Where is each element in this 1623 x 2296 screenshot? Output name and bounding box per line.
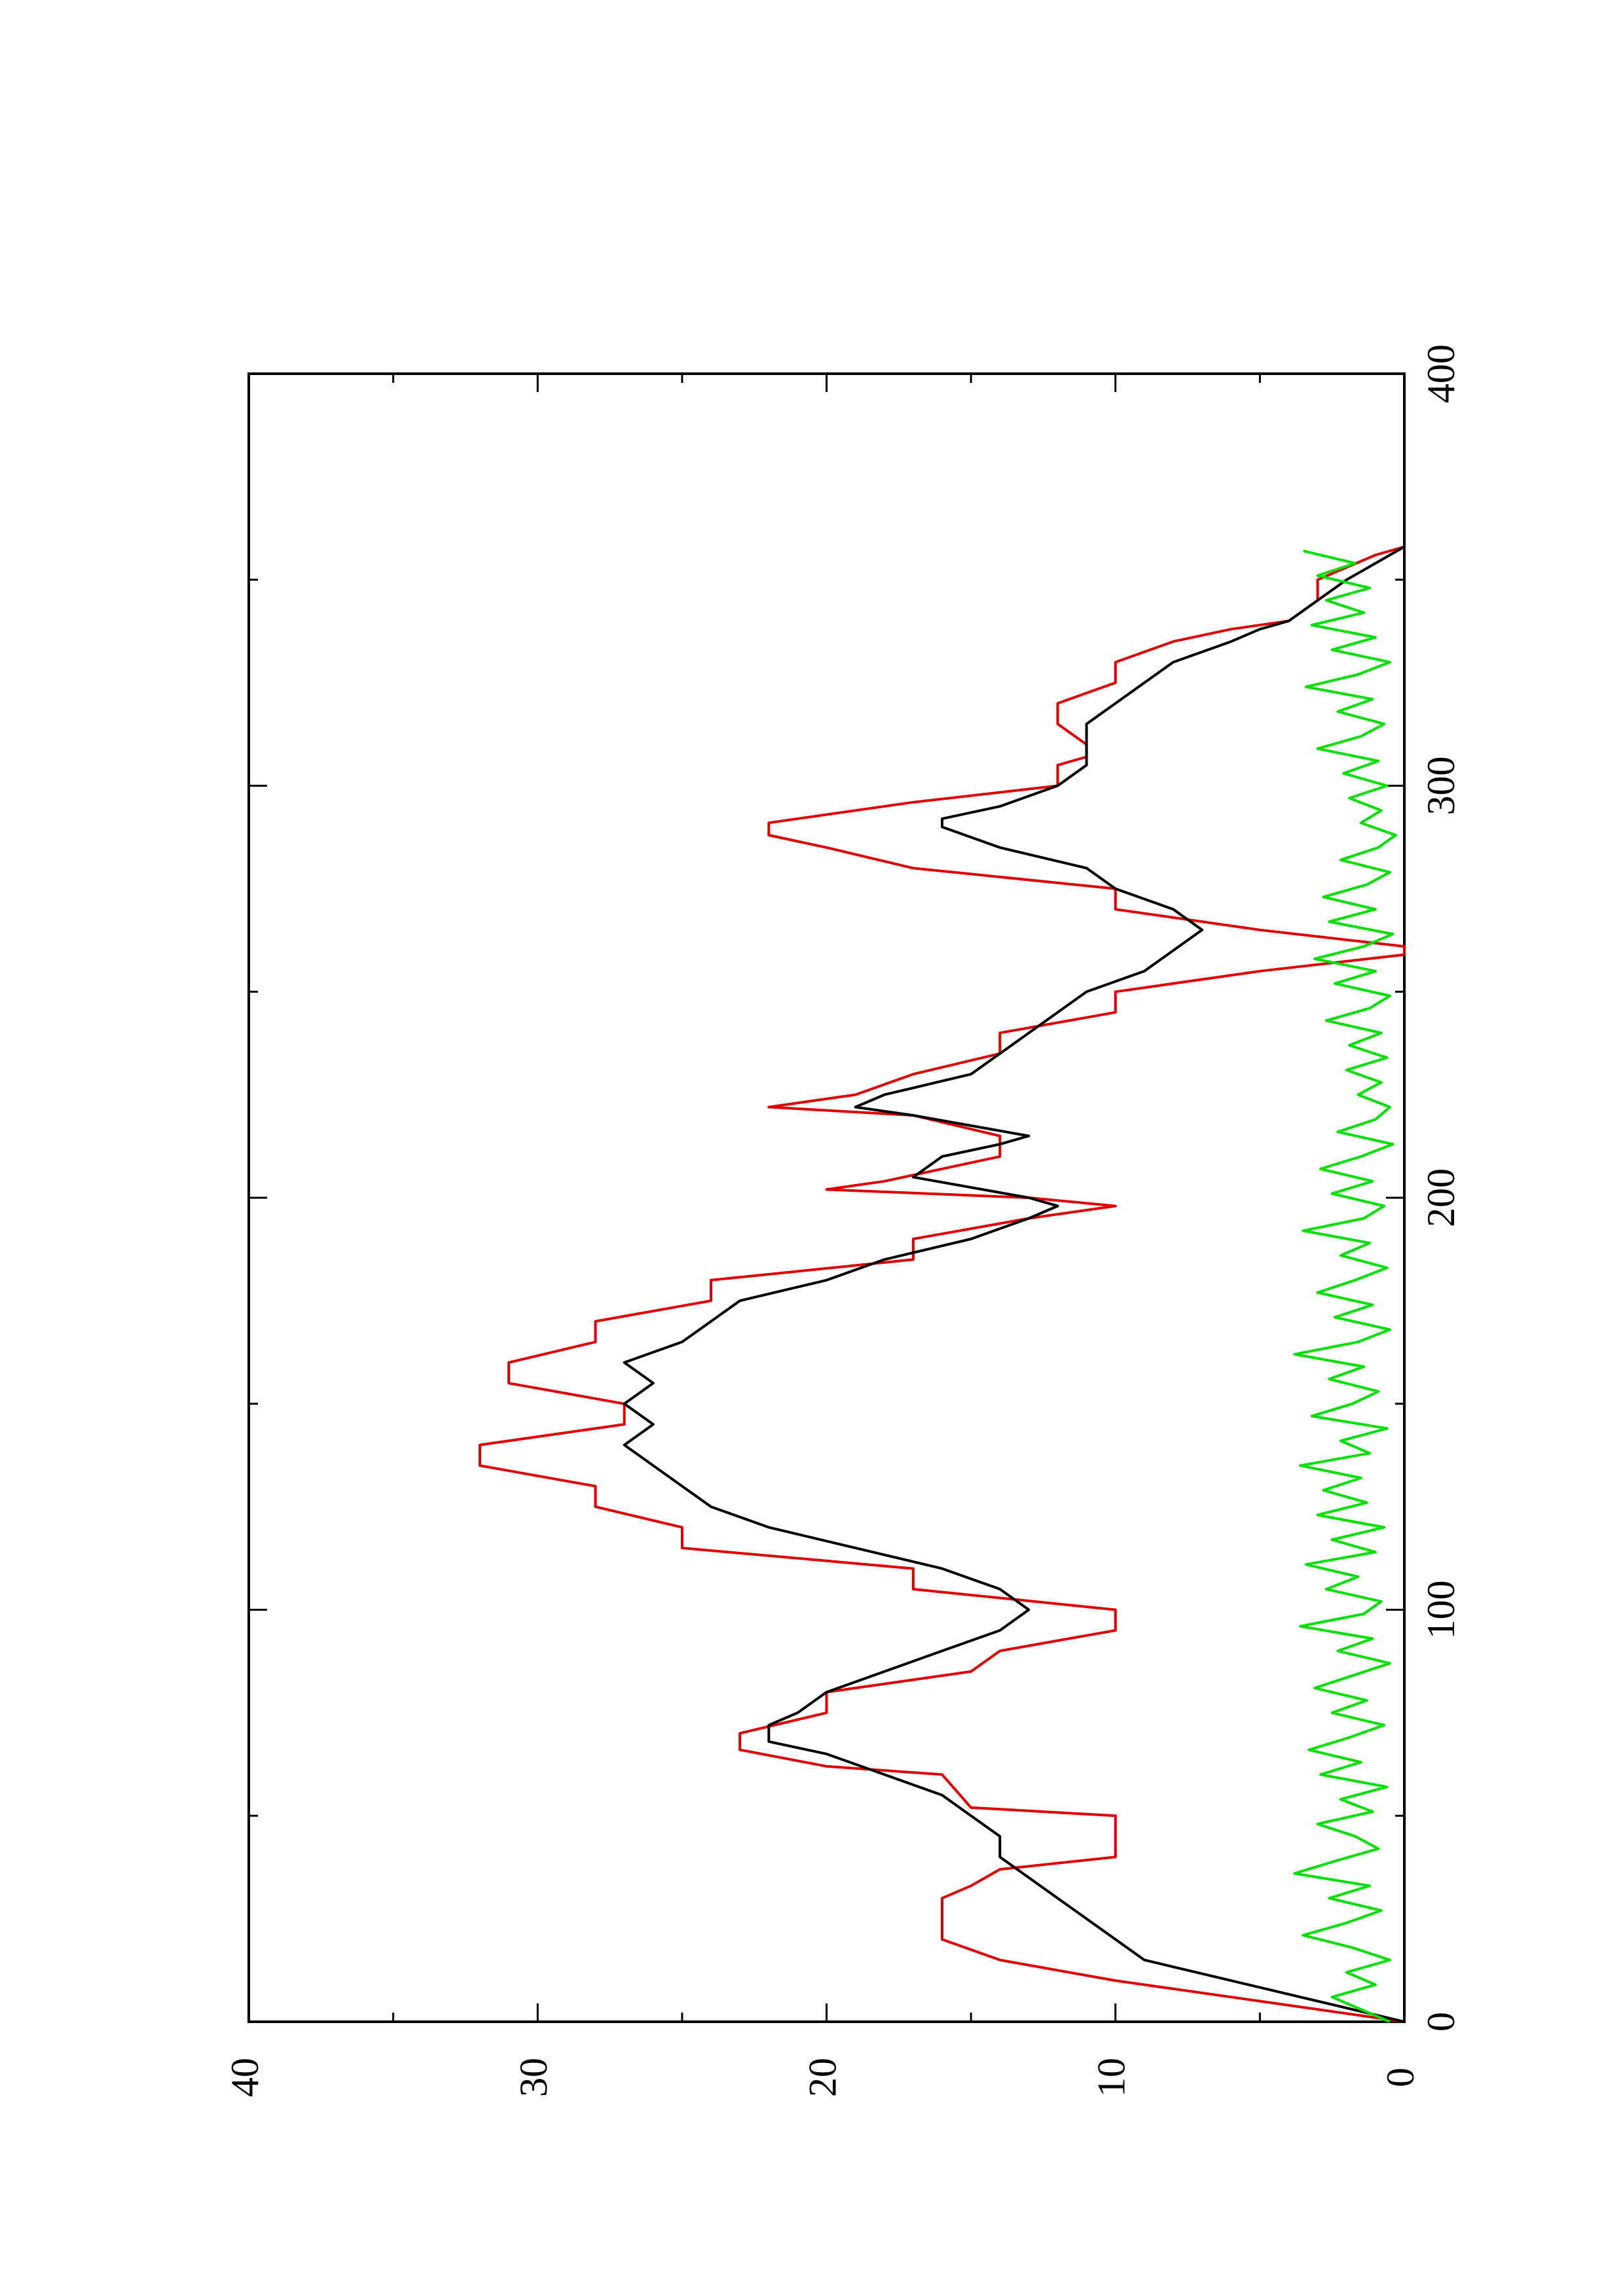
series-line-2 (623, 545, 1405, 2023)
series-line-3 (1293, 549, 1397, 2023)
y-tick-label: 20 (801, 2058, 844, 2097)
x-tick-label: 300 (1419, 757, 1463, 816)
plot-frame (247, 372, 1406, 2023)
y-tick-label: 10 (1090, 2058, 1133, 2097)
y-tick-label: 40 (223, 2058, 266, 2097)
y-tick-label: 30 (512, 2058, 555, 2097)
x-tick-label: 0 (1419, 2012, 1463, 2032)
data-series (479, 545, 1406, 2023)
tick-labels: 0 100 200 300 400 0 10 20 30 40 (223, 344, 1463, 2097)
x-tick-label: 200 (1419, 1168, 1463, 1227)
series-line-1 (479, 545, 1406, 2023)
axis-ticks (247, 372, 1406, 2023)
x-tick-label: 400 (1419, 344, 1463, 403)
y-tick-label: 0 (1379, 2068, 1422, 2087)
x-tick-label: 100 (1419, 1581, 1463, 1640)
